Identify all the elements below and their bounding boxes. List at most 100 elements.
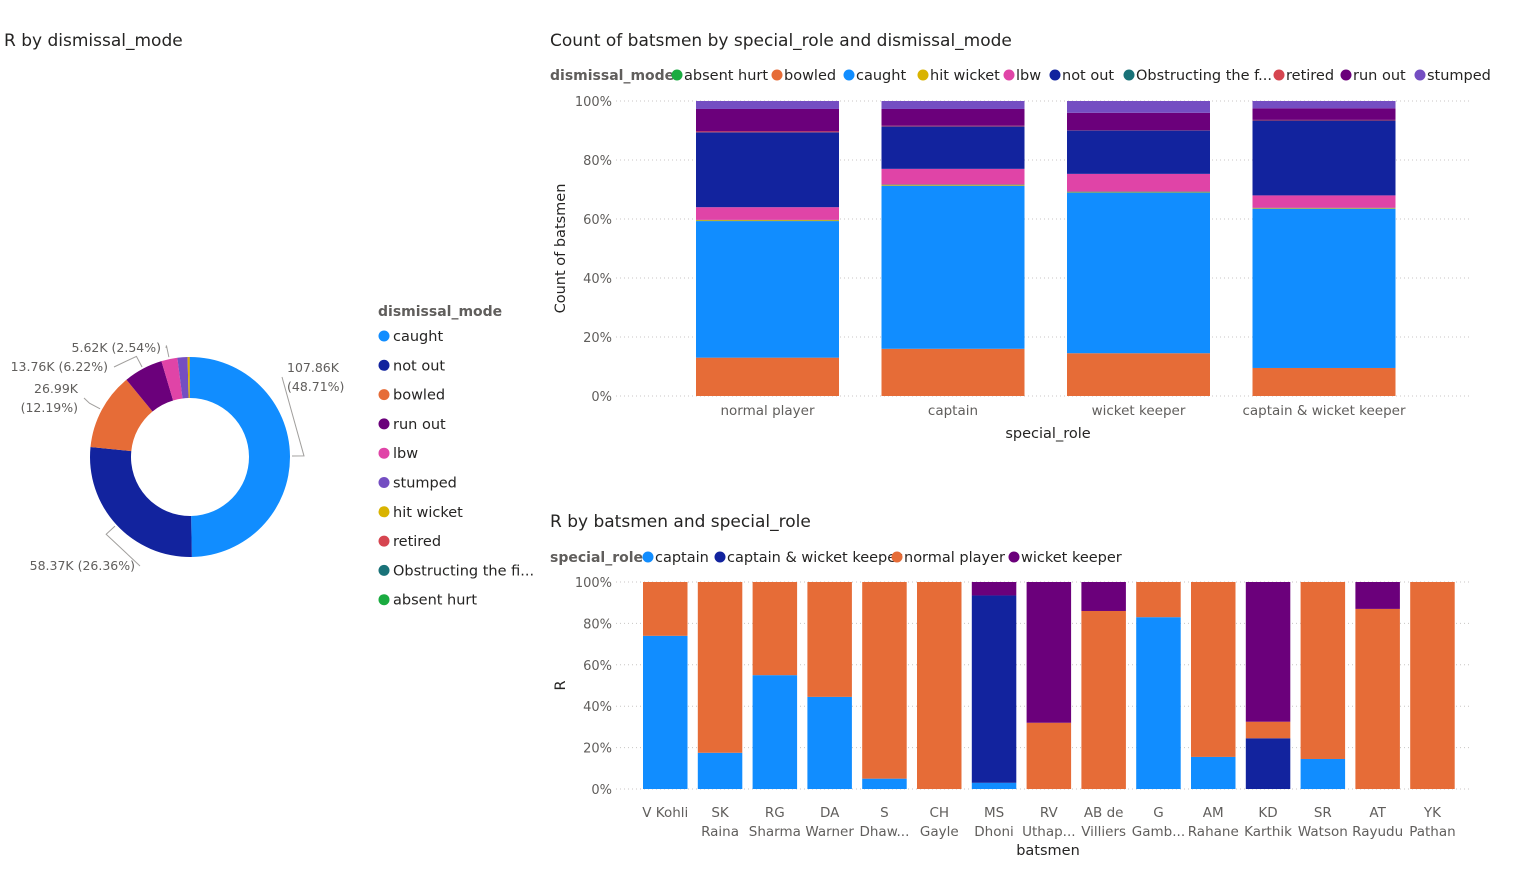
legend-item-not-out[interactable]: not out [393,358,445,374]
role-chart-bar-not-out[interactable] [881,126,1025,169]
role-chart-legend-item-absent-hurt[interactable]: absent hurt [684,68,768,84]
donut-slice-not-out[interactable] [90,446,192,557]
batsmen-chart-bar-normal-player[interactable] [1081,610,1126,789]
role-chart-legend-item-caught[interactable]: caught [856,68,906,84]
batsmen-chart-legend-item-captain-wicket-keeper[interactable]: captain & wicket keeper [727,550,902,566]
legend-item-hit-wicket[interactable]: hit wicket [393,505,463,521]
legend-item-lbw[interactable]: lbw [393,446,418,462]
role-chart-legend-item-lbw[interactable]: lbw [1016,68,1041,84]
role-chart-bar-not-out[interactable] [696,132,839,208]
batsmen-chart-bar-captain[interactable] [643,635,688,789]
batsmen-chart-bar-normal-player[interactable] [643,582,688,636]
role-chart-bar-stumped[interactable] [1067,101,1210,113]
batsmen-chart-bar-normal-player[interactable] [1191,582,1236,757]
legend-item-obstructing-the-field[interactable]: Obstructing the fi... [393,563,534,579]
role-chart-bar-bowled[interactable] [696,357,839,396]
donut-slice-hit-wicket[interactable] [187,357,190,399]
batsmen-chart-bar-captain[interactable] [807,696,852,789]
role-chart-bar-run-out[interactable] [1067,112,1210,131]
role-chart-bar-caught[interactable] [1067,192,1210,354]
batsmen-chart-y-tick: 20% [583,742,612,757]
batsmen-chart-bar-wicket-keeper[interactable] [1026,582,1072,723]
batsmen-chart-bar-wicket-keeper[interactable] [971,582,1017,596]
role-chart-bar-caught[interactable] [696,221,839,358]
legend-item-stumped[interactable]: stumped [393,476,457,492]
role-chart-legend-item-hit-wicket[interactable]: hit wicket [930,68,1000,84]
legend-item-absent-hurt[interactable]: absent hurt [393,593,477,609]
role-chart-legend-item-retired[interactable]: retired [1286,68,1334,84]
role-chart-bar-lbw[interactable] [1252,195,1396,208]
batsmen-chart-legend-item-normal-player[interactable]: normal player [904,550,1005,566]
batsmen-chart-bar-normal-player[interactable] [697,582,743,753]
role-chart-legend-item-obstructing-the-field[interactable]: Obstructing the f... [1136,68,1272,84]
batsmen-chart-bar-normal-player[interactable] [1245,721,1291,739]
batsmen-chart-bar-captain[interactable] [1136,617,1181,789]
role-chart-bar-lbw[interactable] [696,207,839,220]
batsmen-chart-bar-normal-player[interactable] [917,582,962,789]
batsmen-chart-bar-captain[interactable] [1300,758,1346,789]
batsmen-chart-legend-item-captain[interactable]: captain [655,550,709,566]
legend-item-caught[interactable]: caught [393,329,443,345]
donut-slice-stumped[interactable] [177,357,189,399]
batsmen-chart-bar-normal-player[interactable] [1410,582,1455,789]
role-chart-bar-not-out[interactable] [1252,120,1396,196]
batsmen-chart-bar-normal-player[interactable] [1026,722,1072,789]
batsmen-chart-bar-captain-wicket-keeper[interactable] [1245,738,1291,789]
role-chart-bar-stumped[interactable] [881,101,1025,109]
batsmen-chart-bar-normal-player[interactable] [752,582,798,676]
batsmen-chart-bar-normal-player[interactable] [1300,582,1346,759]
batsmen-chart-bar-normal-player[interactable] [862,582,907,779]
legend-item-retired[interactable]: retired [393,534,441,550]
batsmen-chart-bar-wicket-keeper[interactable] [1081,582,1126,611]
batsmen-chart-bar-wicket-keeper[interactable] [1355,582,1400,609]
batsmen-chart-bar-captain[interactable] [862,778,907,789]
role-chart-bar-bowled[interactable] [881,348,1025,396]
batsmen-chart-bar-normal-player[interactable] [1355,608,1400,789]
batsmen-chart-x-tick: AT [1369,805,1386,821]
donut-slice-run-out[interactable] [126,361,174,412]
role-chart-bar-retired[interactable] [1252,119,1396,121]
batsmen-chart-legend-item-wicket-keeper[interactable]: wicket keeper [1021,550,1122,566]
donut-slice-caught[interactable] [190,357,290,557]
role-chart-bar-bowled[interactable] [1067,353,1210,396]
role-chart-bar-caught[interactable] [881,185,1025,349]
batsmen-chart-x-tick: Gayle [920,824,959,840]
batsmen-chart-x-tick: DA [820,805,840,821]
role-chart-bar-lbw[interactable] [881,168,1025,185]
role-chart-bar-hit-wicket[interactable] [1067,191,1210,193]
batsmen-chart-bar-wicket-keeper[interactable] [1245,582,1291,722]
role-chart-bar-hit-wicket[interactable] [1252,208,1396,209]
batsmen-chart-bar-captain-wicket-keeper[interactable] [971,595,1017,783]
donut-leader-caught [281,376,305,457]
donut-slice-bowled[interactable] [90,379,153,452]
role-chart-bar-lbw[interactable] [1067,173,1210,192]
batsmen-chart-bar-captain[interactable] [752,675,798,789]
role-chart-legend-item-bowled[interactable]: bowled [784,68,836,84]
batsmen-chart-bar-captain[interactable] [1191,756,1236,789]
role-chart-bar-not-out[interactable] [1067,130,1210,174]
role-chart-bar-retired[interactable] [881,125,1025,127]
role-chart-bar-retired[interactable] [696,131,839,133]
role-chart-bar-hit-wicket[interactable] [881,184,1025,186]
batsmen-chart-bar-normal-player[interactable] [807,582,852,697]
role-chart-legend-item-run-out[interactable]: run out [1353,68,1406,84]
batsmen-chart-bar-captain[interactable] [697,752,743,789]
role-chart-legend-item-stumped[interactable]: stumped [1427,68,1491,84]
batsmen-chart-bar-normal-player[interactable] [1136,582,1181,618]
legend-item-bowled[interactable]: bowled [393,388,445,404]
role-chart-bar-run-out[interactable] [1252,108,1396,120]
role-chart-bar-hit-wicket[interactable] [696,220,839,222]
role-chart-bar-run-out[interactable] [881,108,1025,126]
role-chart-bar-run-out[interactable] [696,108,839,132]
role-chart-bar-bowled[interactable] [1252,367,1396,396]
role-chart-bar-stumped[interactable] [1252,101,1396,109]
role-chart-legend-item-not-out[interactable]: not out [1062,68,1114,84]
donut-slice-lbw[interactable] [161,357,183,401]
legend-item-run-out[interactable]: run out [393,417,446,433]
batsmen-chart-bar-captain[interactable] [971,782,1017,789]
role-chart-bar-caught[interactable] [1252,208,1396,368]
role-chart-bar-stumped[interactable] [696,101,839,109]
